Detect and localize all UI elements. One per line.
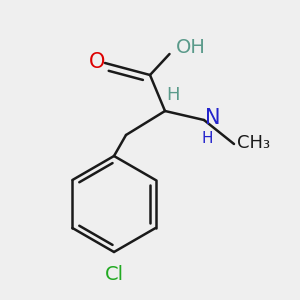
Text: OH: OH: [176, 38, 206, 57]
Text: H: H: [202, 130, 213, 146]
Text: H: H: [167, 85, 180, 103]
Text: N: N: [205, 109, 220, 128]
Text: Cl: Cl: [104, 266, 124, 284]
Text: CH₃: CH₃: [237, 134, 270, 152]
Text: O: O: [89, 52, 106, 71]
